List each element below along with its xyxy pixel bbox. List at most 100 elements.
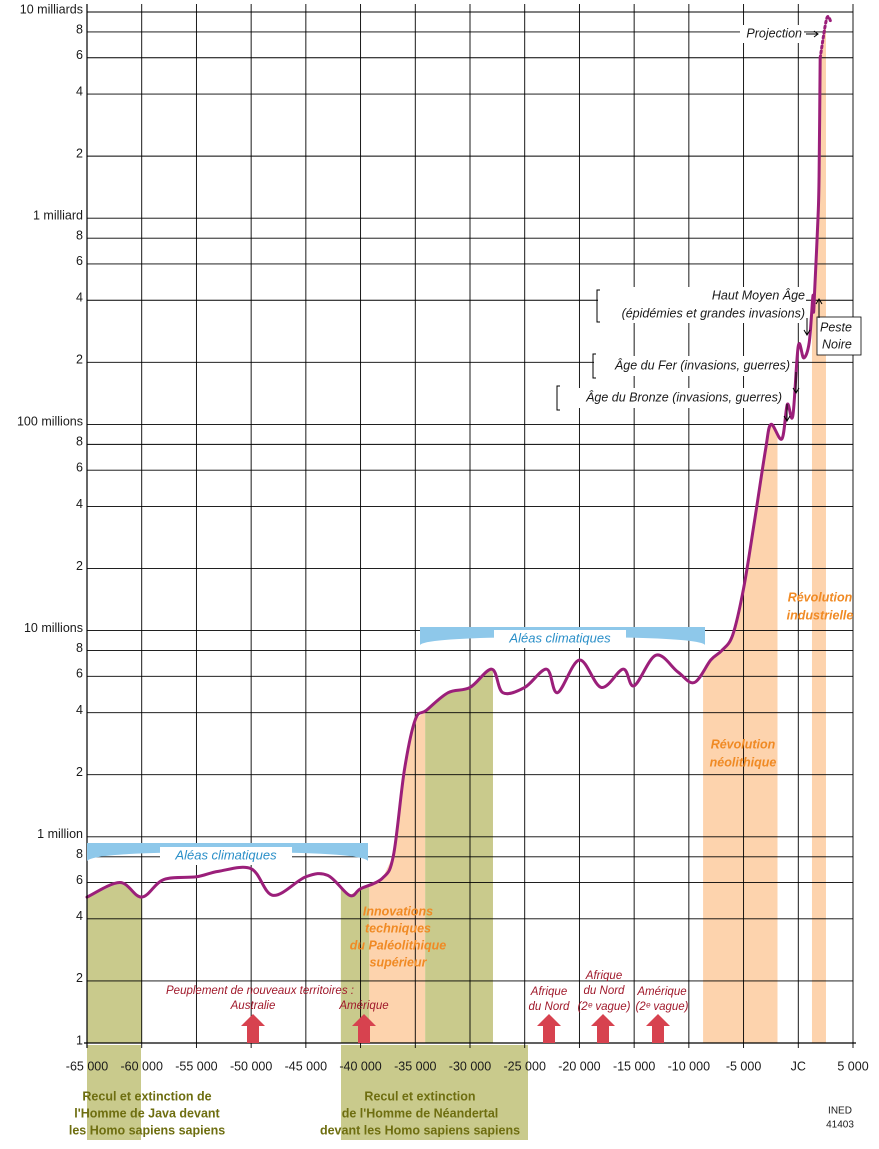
- annotation: (2ᵉ vague): [577, 1001, 630, 1013]
- x-tick-label: -65 000: [66, 1059, 108, 1073]
- y-tick-label: 8: [76, 847, 83, 861]
- caption: Recul et extinction: [364, 1089, 475, 1103]
- y-tick-label: 4: [76, 291, 83, 305]
- caption: de l'Homme de Néandertal: [342, 1106, 499, 1120]
- y-tick-label: 1 milliard: [33, 208, 83, 222]
- label-box: [816, 316, 862, 356]
- caption: devant les Homo sapiens sapiens: [320, 1123, 520, 1137]
- caption: l'Homme de Java devant: [74, 1106, 220, 1120]
- caption-background: [341, 1045, 528, 1140]
- x-tick-label: -60 000: [121, 1059, 163, 1073]
- x-tick-label: -20 000: [558, 1059, 600, 1073]
- x-tick-label: -10 000: [668, 1059, 710, 1073]
- arrow: [591, 1014, 615, 1043]
- y-tick-label: 8: [76, 435, 83, 449]
- x-tick-label: -55 000: [175, 1059, 217, 1073]
- y-tick-label: 4: [76, 84, 83, 98]
- period-band: [425, 18, 493, 1043]
- label-background: [594, 356, 792, 376]
- pointer: [806, 30, 819, 38]
- y-tick-label: 6: [76, 873, 83, 887]
- arrow: [352, 1014, 376, 1043]
- annotation: Peste: [820, 320, 852, 334]
- y-tick-label: 4: [76, 703, 83, 717]
- x-tick-label: JC: [791, 1059, 806, 1073]
- annotation: néolithique: [710, 755, 777, 769]
- y-tick-label: 6: [76, 48, 83, 62]
- caption: les Homo sapiens sapiens: [69, 1123, 225, 1137]
- annotation: (épidémies et grandes invasions): [622, 306, 805, 320]
- arrow: [537, 1014, 561, 1043]
- y-tick-label: 6: [76, 254, 83, 268]
- annotation: Afrique: [530, 986, 567, 998]
- annotation: Âge du Bronze (invasions, guerres): [585, 389, 782, 404]
- x-tick-label: -5 000: [726, 1059, 761, 1073]
- period-band: [703, 18, 778, 1043]
- source: 41403: [826, 1120, 854, 1131]
- pointer: [792, 372, 800, 394]
- caption: Recul et extinction de: [82, 1089, 211, 1103]
- annotation: industrielle: [787, 608, 854, 622]
- pointer: [783, 404, 791, 422]
- annotation: Projection: [746, 26, 802, 40]
- period-band: [369, 18, 426, 1043]
- y-tick-label: 4: [76, 909, 83, 923]
- y-tick-label: 2: [76, 971, 83, 985]
- bracket: [596, 289, 600, 323]
- annotation: Aléas climatiques: [508, 630, 611, 645]
- period-band: [87, 18, 142, 1043]
- annotation: du Paléolithique: [350, 938, 447, 952]
- pointer: [803, 318, 811, 336]
- tick-labels: 1 2 4 6 8 1 million 2 4 6 8 10 millions 2 4 6 8 100 mil…: [17, 2, 869, 1073]
- x-tick-label: -15 000: [613, 1059, 655, 1073]
- x-tick-label: 5 000: [837, 1059, 868, 1073]
- x-tick-label: -45 000: [285, 1059, 327, 1073]
- caption-background: [87, 1045, 141, 1140]
- arrow: [241, 1014, 265, 1043]
- annotation: du Nord: [529, 1001, 571, 1013]
- x-tick-label: -40 000: [339, 1059, 381, 1073]
- y-tick-label: 2: [76, 146, 83, 160]
- y-tick-label: 100 millions: [17, 415, 83, 429]
- annotation: Noire: [822, 337, 852, 351]
- y-tick-label: 2: [76, 353, 83, 367]
- population-line: [85, 56, 822, 899]
- y-tick-label: 2: [76, 765, 83, 779]
- y-tick-label: 10 millions: [24, 621, 83, 635]
- source: INED: [828, 1106, 852, 1117]
- annotation: Haut Moyen Âge: [712, 287, 805, 302]
- y-tick-label: 6: [76, 667, 83, 681]
- annotation: (2ᵉ vague): [635, 1001, 688, 1013]
- label-background: [160, 847, 292, 865]
- x-tick-label: -25 000: [504, 1059, 546, 1073]
- bands: [87, 18, 826, 1043]
- pointer: [815, 298, 823, 318]
- x-tick-label: -50 000: [230, 1059, 272, 1073]
- population-line: [818, 15, 833, 60]
- annotation: Révolution: [711, 737, 776, 751]
- label-background: [494, 630, 626, 648]
- annotation: supérieur: [370, 955, 428, 969]
- y-tick-label: 8: [76, 22, 83, 36]
- annotation: techniques: [365, 921, 431, 935]
- annotation: Afrique: [585, 970, 622, 982]
- arrow: [646, 1014, 670, 1043]
- y-tick-label: 1: [76, 1033, 83, 1047]
- x-tick-label: -30 000: [449, 1059, 491, 1073]
- bracket: [556, 385, 560, 411]
- y-tick-label: 10 milliards: [20, 2, 83, 16]
- label-background: [558, 388, 784, 408]
- bracket: [592, 353, 596, 379]
- annotation: Peuplement de nouveaux territoires :: [166, 985, 354, 997]
- y-tick-label: 8: [76, 641, 83, 655]
- x-tick-label: -35 000: [394, 1059, 436, 1073]
- y-tick-label: 6: [76, 460, 83, 474]
- y-tick-label: 2: [76, 559, 83, 573]
- annotation: Australie: [230, 1000, 276, 1012]
- annotation: Innovations: [363, 904, 433, 918]
- y-tick-label: 8: [76, 228, 83, 242]
- annotation: Aléas climatiques: [174, 847, 277, 862]
- annotation: Amérique: [338, 1000, 388, 1012]
- annotation: du Nord: [584, 985, 626, 997]
